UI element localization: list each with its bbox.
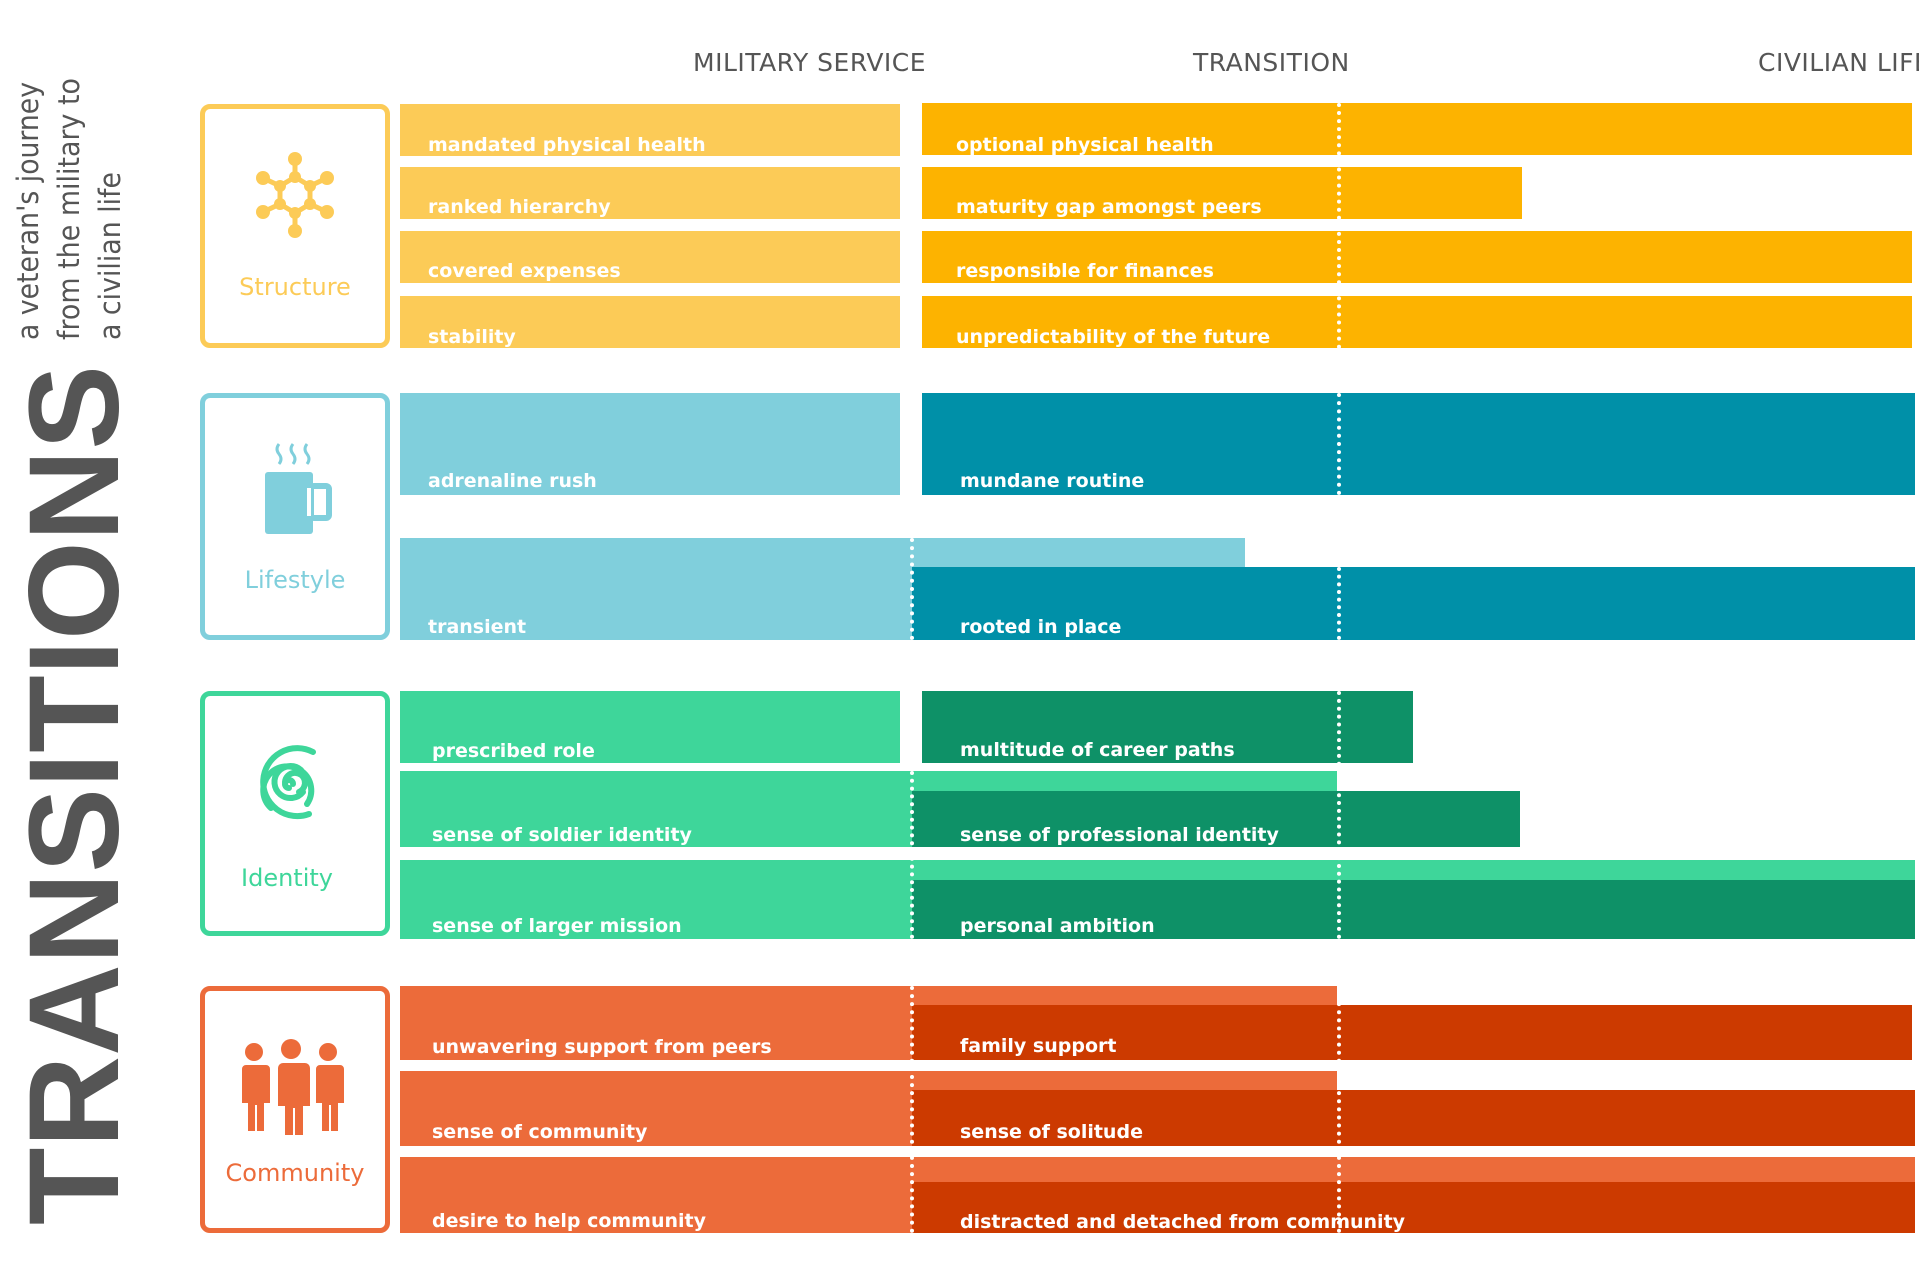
structure-category-box: Structure [200,104,390,348]
structure-civilian-bar-2 [922,167,1522,219]
lifestyle-military-label-2: transient [428,616,527,638]
structure-military-bar-4 [400,296,900,348]
structure-military-label-1: mandated physical health [428,134,706,156]
identity-military-bar-1 [400,691,900,763]
identity-divider [900,690,922,768]
identity-civilian-bar-2 [912,791,1520,847]
lifestyle-civilian-label-1: mundane routine [960,470,1145,492]
structure-civilian-label-3: responsible for finances [956,260,1214,282]
column-header-civilian: CIVILIAN LIFE [1758,48,1919,77]
lifestyle-transition-line-1 [1337,393,1341,495]
structure-civilian-label-1: optional physical health [956,134,1214,156]
identity-civilian-bar-3 [912,880,1915,939]
structure-civilian-label-2: maturity gap amongst peers [956,196,1262,218]
structure-military-label-4: stability [428,326,516,348]
structure-category-label: Structure [239,273,351,301]
structure-civilian-bar-3 [922,231,1912,283]
identity-civilian-label-2: sense of professional identity [960,824,1279,846]
community-category-label: Community [225,1159,365,1187]
community-civilian-bar-1 [912,1005,1912,1060]
lifestyle-civilian-bar-2 [912,567,1915,640]
identity-shift-line [910,771,914,939]
structure-civilian-label-4: unpredictability of the future [956,326,1271,348]
structure-divider [900,103,922,349]
network-icon [256,152,334,238]
lifestyle-military-bar-1 [400,393,900,495]
structure-military-label-2: ranked hierarchy [428,196,611,218]
identity-military-label-3: sense of larger mission [432,915,682,937]
subtitle-line-3: a civilian life [93,172,127,340]
title-svg: TRANSITIONS a veteran's journey from the… [3,78,146,1225]
subtitle-line-1: a veteran's journey [11,82,45,340]
community-civilian-bar-2 [912,1090,1915,1146]
lifestyle-military-label-1: adrenaline rush [428,470,597,492]
lifestyle-civilian-label-2: rooted in place [960,616,1122,638]
community-shift-line [910,986,914,1233]
identity-military-label-1: prescribed role [432,740,595,762]
community-civilian-label-3: distracted and detached from community [960,1211,1406,1233]
identity-category-box: Identity [200,691,390,936]
structure-military-label-3: covered expenses [428,260,621,282]
structure-transition-line [1337,103,1341,349]
identity-category-label: Identity [241,864,333,892]
community-military-label-1: unwavering support from peers [432,1036,772,1058]
structure-civilian-bar-1 [922,103,1912,155]
lifestyle-category-label: Lifestyle [244,566,346,594]
community-civilian-label-2: sense of solitude [960,1121,1143,1143]
title-block: TRANSITIONS a veteran's journey from the… [0,0,146,1279]
identity-civilian-bar-1 [922,691,1413,763]
community-civilian-label-1: family support [960,1035,1117,1057]
lifestyle-category-box: Lifestyle [200,393,390,640]
lifestyle-shift-line [910,538,914,640]
community-military-label-3: desire to help community [432,1210,707,1232]
column-header-transition: TRANSITION [1193,48,1350,77]
coffee-mug-icon [265,443,332,534]
structure-military-bar-1 [400,104,900,156]
identity-civilian-label-3: personal ambition [960,915,1155,937]
main-title: TRANSITIONS [3,365,140,1225]
lifestyle-civilian-bar-1 [922,393,1915,495]
community-civilian-bar-3 [912,1182,1915,1233]
people-icon [242,1039,344,1135]
lifestyle-divider [900,392,922,496]
structure-civilian-bar-4 [922,296,1912,348]
community-transition-line [1337,986,1341,1233]
lifestyle-transition-line-2 [1337,567,1341,640]
structure-military-bar-3 [400,231,900,283]
community-category-box: Community [200,986,390,1233]
column-header-military: MILITARY SERVICE [693,48,927,77]
fingerprint-icon [260,745,316,820]
structure-military-bar-2 [400,167,900,219]
identity-civilian-label-1: multitude of career paths [960,739,1235,761]
identity-transition-line [1337,691,1341,939]
identity-military-label-2: sense of soldier identity [432,824,692,846]
community-military-label-2: sense of community [432,1121,648,1143]
subtitle-line-2: from the military to [52,78,86,340]
